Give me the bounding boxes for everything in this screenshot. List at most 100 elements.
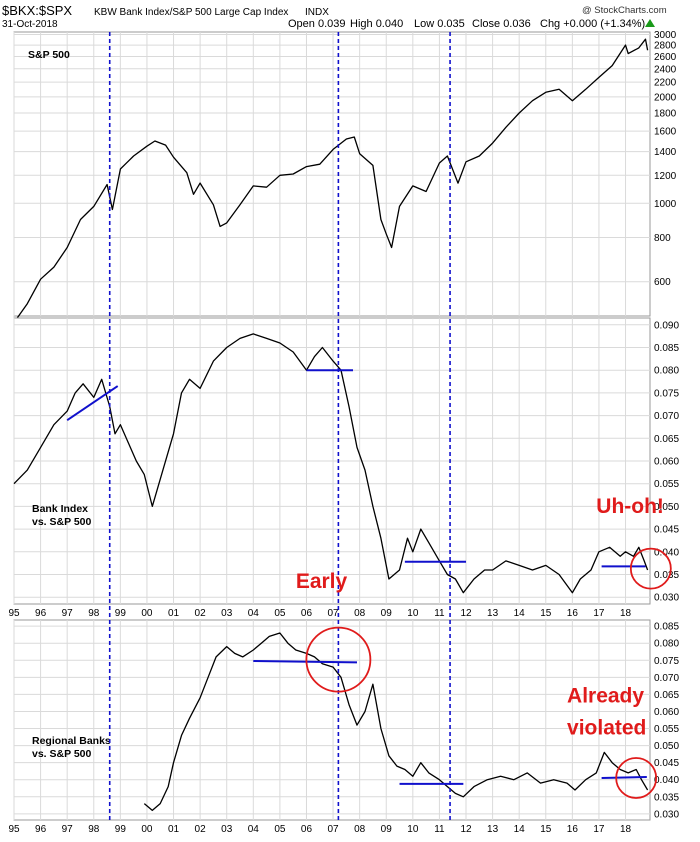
y-tick-label: 1200 [654, 171, 677, 182]
x-tick-label: 13 [487, 608, 499, 619]
y-tick-label: 0.090 [654, 320, 679, 331]
annotation-text: violated [567, 716, 646, 739]
x-tick-label: 14 [514, 608, 526, 619]
y-tick-label: 0.065 [654, 690, 679, 701]
panel-title: Bank Index [32, 503, 88, 515]
x-tick-label: 12 [460, 608, 472, 619]
y-tick-label: 1600 [654, 127, 677, 138]
x-tick-label: 97 [62, 824, 74, 835]
y-tick-label: 0.040 [654, 775, 679, 786]
ohlc-low: Low 0.035 [414, 18, 465, 30]
x-tick-label: 04 [248, 608, 260, 619]
x-tick-label: 11 [434, 608, 445, 619]
x-tick-label: 13 [487, 824, 499, 835]
ohlc-close: Close 0.036 [472, 18, 531, 30]
series-line [13, 38, 649, 323]
panel-title: S&P 500 [28, 49, 70, 61]
x-tick-label: 16 [567, 824, 579, 835]
y-tick-label: 0.055 [654, 479, 679, 490]
chart-symbol: $BKX:$SPX [2, 3, 72, 18]
ohlc-open: Open 0.039 [288, 18, 346, 30]
x-tick-label: 09 [381, 608, 393, 619]
panel-title: vs. S&P 500 [32, 516, 92, 528]
series-line [13, 333, 649, 594]
y-tick-label: 0.040 [654, 547, 679, 558]
x-tick-label: 17 [593, 824, 605, 835]
y-tick-label: 0.060 [654, 707, 679, 718]
x-tick-label: 95 [8, 608, 20, 619]
x-tick-label: 06 [301, 824, 313, 835]
y-tick-label: 1000 [654, 199, 677, 210]
panel-title: vs. S&P 500 [32, 748, 92, 760]
y-tick-label: 0.085 [654, 622, 679, 633]
x-tick-label: 11 [434, 824, 445, 835]
x-tick-label: 96 [35, 824, 47, 835]
y-tick-label: 0.075 [654, 388, 679, 399]
x-tick-label: 95 [8, 824, 20, 835]
x-tick-label: 09 [381, 824, 393, 835]
x-tick-label: 05 [274, 824, 286, 835]
panels: 6008001000120014001600180020002200240026… [8, 30, 679, 835]
y-tick-label: 0.050 [654, 502, 679, 513]
chart-date: 31-Oct-2018 [2, 19, 58, 30]
x-tick-label: 18 [620, 608, 632, 619]
y-tick-label: 0.055 [654, 724, 679, 735]
y-tick-label: 600 [654, 277, 671, 288]
chart-description: KBW Bank Index/S&P 500 Large Cap Index [94, 7, 288, 18]
stockcharts-credit: @ StockCharts.com [582, 5, 667, 16]
y-tick-label: 0.035 [654, 570, 679, 581]
x-tick-label: 98 [88, 824, 100, 835]
y-tick-label: 1400 [654, 147, 677, 158]
y-tick-label: 0.070 [654, 673, 679, 684]
y-tick-label: 3000 [654, 30, 677, 41]
x-tick-label: 97 [62, 608, 74, 619]
x-tick-label: 02 [195, 608, 207, 619]
x-tick-label: 08 [354, 824, 366, 835]
x-tick-label: 99 [115, 824, 127, 835]
x-tick-label: 07 [328, 608, 340, 619]
y-tick-label: 0.045 [654, 525, 679, 536]
x-tick-label: 18 [620, 824, 632, 835]
y-tick-label: 2600 [654, 52, 677, 63]
highlight-circle [629, 547, 672, 590]
x-tick-label: 15 [540, 824, 552, 835]
x-tick-label: 01 [168, 824, 180, 835]
y-tick-label: 2400 [654, 64, 677, 75]
x-tick-label: 06 [301, 608, 313, 619]
y-tick-label: 0.030 [654, 809, 679, 820]
ohlc-readout: Open 0.039 High 0.040 Low 0.035 Close 0.036… [288, 18, 645, 30]
panel-3: 0.030 0.035 0.040 0.045 0.050 0.055 0.060 0.065… [8, 619, 679, 835]
panel-1: 600 800 1000 1200 1400 1600 1800 2000 2200 240026… [13, 30, 677, 323]
up-arrow-icon [645, 19, 655, 27]
trend-line [66, 385, 119, 421]
panel-title: Regional Banks [32, 735, 111, 747]
y-tick-label: 0.075 [654, 656, 679, 667]
x-tick-label: 96 [35, 608, 47, 619]
x-tick-label: 07 [328, 824, 340, 835]
chart-exchange: INDX [305, 7, 329, 18]
annotation-text: Uh-oh! [596, 495, 664, 518]
annotation-text: Already [567, 684, 644, 707]
x-tick-label: 04 [248, 824, 260, 835]
annotation-text: Early [296, 570, 348, 593]
x-tick-label: 99 [115, 608, 127, 619]
y-tick-label: 2800 [654, 41, 677, 52]
y-tick-label: 0.070 [654, 411, 679, 422]
y-tick-label: 0.035 [654, 792, 679, 803]
panel-2: 0.030 0.035 0.040 0.045 0.050 0.055 0.060 0.065… [8, 317, 679, 619]
y-tick-label: 0.080 [654, 639, 679, 650]
x-tick-label: 98 [88, 608, 100, 619]
x-tick-label: 15 [540, 608, 552, 619]
x-tick-label: 14 [514, 824, 526, 835]
y-tick-label: 0.080 [654, 366, 679, 377]
ohlc-chg: Chg +0.000 (+1.34%) [540, 18, 645, 30]
x-tick-label: 17 [593, 608, 605, 619]
y-tick-label: 0.030 [654, 593, 679, 604]
y-tick-label: 0.060 [654, 457, 679, 468]
y-tick-label: 2000 [654, 92, 677, 103]
x-tick-label: 10 [407, 824, 419, 835]
trend-line [253, 659, 358, 664]
highlight-circle [305, 626, 372, 693]
ohlc-high: High 0.040 [350, 18, 403, 30]
